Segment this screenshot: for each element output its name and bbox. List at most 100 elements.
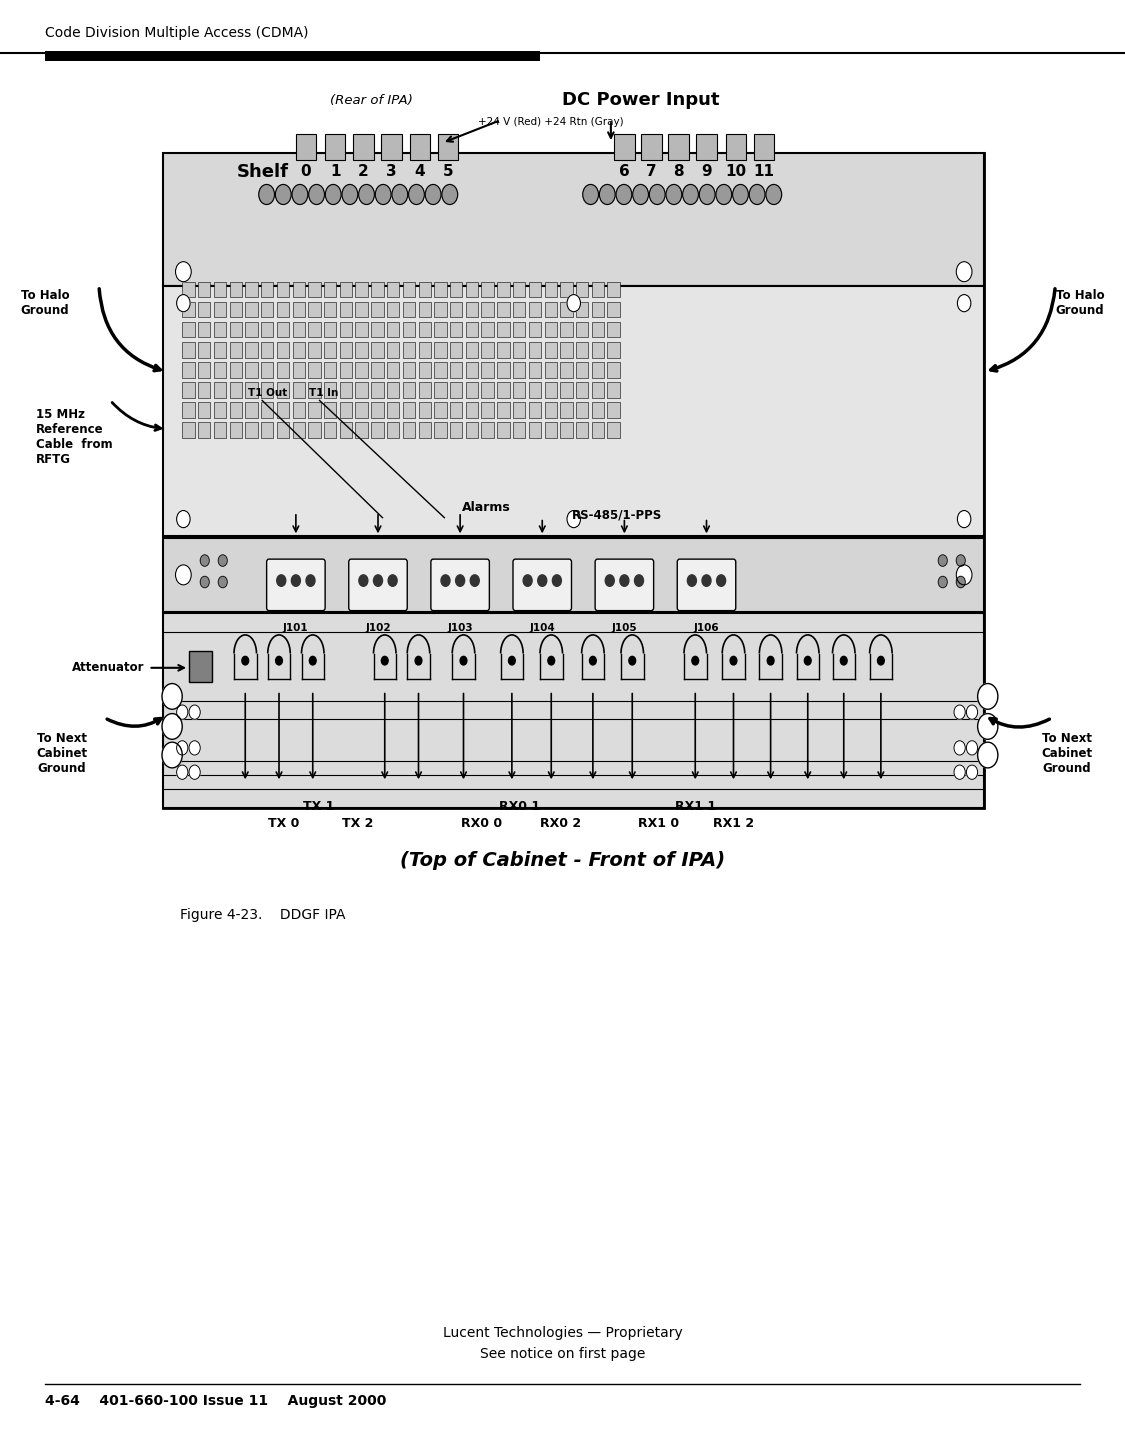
FancyBboxPatch shape: [261, 382, 273, 398]
Circle shape: [966, 741, 978, 755]
FancyBboxPatch shape: [560, 302, 573, 317]
FancyBboxPatch shape: [497, 302, 510, 317]
FancyBboxPatch shape: [466, 382, 478, 398]
Text: Alarms: Alarms: [461, 500, 511, 515]
FancyBboxPatch shape: [261, 302, 273, 317]
FancyBboxPatch shape: [182, 362, 195, 378]
FancyBboxPatch shape: [434, 382, 447, 398]
Circle shape: [456, 575, 465, 586]
FancyBboxPatch shape: [308, 302, 321, 317]
FancyBboxPatch shape: [434, 322, 447, 337]
FancyBboxPatch shape: [592, 282, 604, 297]
Text: RX1 2: RX1 2: [713, 817, 754, 831]
FancyBboxPatch shape: [403, 322, 415, 337]
Text: J105: J105: [612, 623, 637, 633]
Text: To Next
Cabinet
Ground: To Next Cabinet Ground: [1041, 732, 1092, 775]
FancyBboxPatch shape: [450, 282, 462, 297]
FancyBboxPatch shape: [544, 282, 557, 297]
Circle shape: [600, 184, 615, 204]
Circle shape: [956, 576, 965, 588]
FancyBboxPatch shape: [387, 362, 399, 378]
FancyBboxPatch shape: [356, 402, 368, 418]
FancyBboxPatch shape: [261, 362, 273, 378]
Circle shape: [749, 184, 765, 204]
FancyBboxPatch shape: [229, 322, 242, 337]
FancyBboxPatch shape: [482, 322, 494, 337]
FancyBboxPatch shape: [418, 402, 431, 418]
FancyBboxPatch shape: [324, 362, 336, 378]
FancyBboxPatch shape: [245, 422, 258, 438]
FancyBboxPatch shape: [560, 282, 573, 297]
FancyBboxPatch shape: [529, 342, 541, 358]
Circle shape: [804, 656, 811, 665]
FancyBboxPatch shape: [544, 342, 557, 358]
Circle shape: [616, 184, 632, 204]
Text: (Top of Cabinet - Front of IPA): (Top of Cabinet - Front of IPA): [400, 851, 726, 871]
Circle shape: [189, 741, 200, 755]
FancyBboxPatch shape: [371, 282, 384, 297]
Text: RX1 1: RX1 1: [675, 799, 716, 814]
FancyBboxPatch shape: [418, 422, 431, 438]
Text: 2: 2: [358, 164, 369, 179]
FancyBboxPatch shape: [340, 402, 352, 418]
Circle shape: [162, 742, 182, 768]
FancyBboxPatch shape: [450, 402, 462, 418]
FancyBboxPatch shape: [576, 382, 588, 398]
FancyBboxPatch shape: [308, 402, 321, 418]
Circle shape: [308, 184, 324, 204]
Circle shape: [388, 575, 397, 586]
Circle shape: [415, 656, 422, 665]
FancyBboxPatch shape: [560, 362, 573, 378]
FancyBboxPatch shape: [371, 402, 384, 418]
Circle shape: [687, 575, 696, 586]
FancyBboxPatch shape: [277, 382, 289, 398]
FancyBboxPatch shape: [641, 134, 662, 160]
FancyBboxPatch shape: [324, 382, 336, 398]
FancyBboxPatch shape: [513, 282, 525, 297]
FancyBboxPatch shape: [450, 322, 462, 337]
FancyBboxPatch shape: [529, 382, 541, 398]
FancyBboxPatch shape: [261, 422, 273, 438]
Circle shape: [956, 565, 972, 585]
FancyBboxPatch shape: [608, 422, 620, 438]
FancyBboxPatch shape: [349, 559, 407, 611]
Circle shape: [342, 184, 358, 204]
Circle shape: [276, 656, 282, 665]
FancyBboxPatch shape: [544, 422, 557, 438]
Text: Lucent Technologies — Proprietary: Lucent Technologies — Proprietary: [442, 1326, 683, 1340]
Circle shape: [291, 575, 300, 586]
FancyBboxPatch shape: [324, 422, 336, 438]
FancyBboxPatch shape: [529, 362, 541, 378]
FancyBboxPatch shape: [353, 134, 374, 160]
FancyBboxPatch shape: [529, 402, 541, 418]
FancyBboxPatch shape: [163, 538, 984, 612]
FancyBboxPatch shape: [482, 402, 494, 418]
FancyBboxPatch shape: [677, 559, 736, 611]
Circle shape: [552, 575, 561, 586]
FancyBboxPatch shape: [403, 302, 415, 317]
FancyBboxPatch shape: [292, 302, 305, 317]
Circle shape: [567, 511, 580, 528]
Text: To Next
Cabinet
Ground: To Next Cabinet Ground: [36, 732, 88, 775]
FancyBboxPatch shape: [277, 402, 289, 418]
Text: J103: J103: [448, 623, 472, 633]
FancyBboxPatch shape: [434, 302, 447, 317]
Text: 8: 8: [673, 164, 684, 179]
FancyBboxPatch shape: [340, 302, 352, 317]
FancyBboxPatch shape: [560, 382, 573, 398]
FancyBboxPatch shape: [325, 134, 345, 160]
FancyBboxPatch shape: [371, 422, 384, 438]
FancyBboxPatch shape: [371, 342, 384, 358]
FancyBboxPatch shape: [592, 362, 604, 378]
FancyBboxPatch shape: [608, 362, 620, 378]
FancyBboxPatch shape: [292, 282, 305, 297]
FancyBboxPatch shape: [356, 362, 368, 378]
Circle shape: [162, 714, 182, 739]
Text: RX0 2: RX0 2: [540, 817, 580, 831]
Text: RX1 0: RX1 0: [638, 817, 678, 831]
Circle shape: [441, 575, 450, 586]
FancyBboxPatch shape: [466, 402, 478, 418]
Text: To Halo
Ground: To Halo Ground: [1055, 289, 1105, 317]
FancyBboxPatch shape: [214, 302, 226, 317]
Circle shape: [957, 511, 971, 528]
